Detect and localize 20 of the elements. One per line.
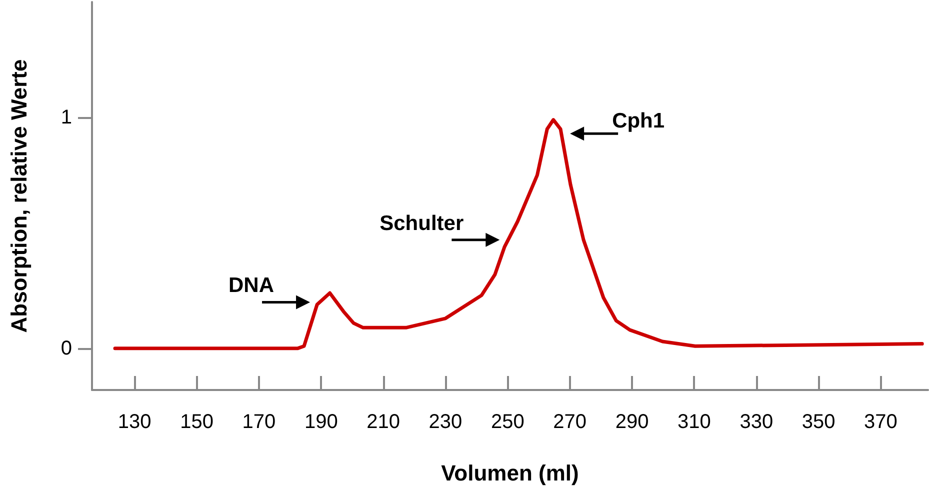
x-tick-label: 350	[802, 411, 836, 433]
x-tick-label: 310	[678, 411, 711, 433]
x-tick-label: 270	[553, 411, 587, 433]
x-tick-label: 370	[864, 411, 898, 433]
x-tick-label: 190	[304, 411, 338, 433]
x-tick-label: 250	[490, 411, 524, 433]
x-tick-label: 330	[740, 411, 774, 433]
annotation: Cph1	[612, 110, 665, 133]
x-axis-title: Volumen (ml)	[441, 460, 579, 486]
x-tick-label: 230	[428, 411, 462, 433]
x-tick-label: 150	[180, 411, 214, 433]
x-tick-label: 290	[615, 411, 649, 433]
x-tick-label: 130	[118, 411, 152, 433]
x-tick-label: 210	[366, 411, 400, 433]
y-tick-label: 1	[60, 106, 72, 128]
x-tick-label: 170	[242, 411, 276, 433]
y-axis-title: Absorption, relative Werte	[6, 59, 32, 333]
y-tick-label: 0	[60, 337, 72, 360]
annotation: DNA	[228, 274, 274, 298]
annotation: Schulter	[380, 212, 464, 235]
